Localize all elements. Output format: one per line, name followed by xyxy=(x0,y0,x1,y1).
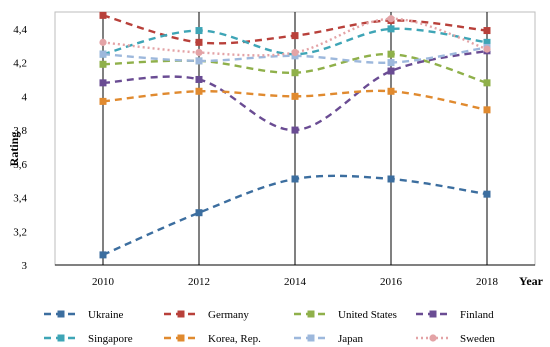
series-lines xyxy=(99,11,491,259)
data-point xyxy=(483,79,491,87)
data-point xyxy=(99,11,107,19)
legend-marker xyxy=(57,310,65,318)
legend-label: Germany xyxy=(208,309,249,321)
data-point xyxy=(483,38,491,46)
data-point xyxy=(99,97,107,105)
legend-item-sweden: Sweden xyxy=(416,333,495,345)
y-axis-title: Rating xyxy=(7,132,21,167)
x-tick-label: 2012 xyxy=(188,276,210,288)
legend-item-ukraine: Ukraine xyxy=(44,309,124,321)
legend-label: Japan xyxy=(338,333,364,345)
legend-marker xyxy=(429,334,437,342)
data-point xyxy=(387,59,395,67)
y-tick-label: 3,8 xyxy=(13,125,27,137)
legend-item-finland: Finland xyxy=(416,309,494,321)
data-point xyxy=(387,50,395,58)
y-axis-ticks: 3 3,2 3,4 3,6 3,8 4 4,2 4,4 xyxy=(13,24,27,272)
data-point xyxy=(291,69,299,77)
legend-marker xyxy=(177,334,185,342)
legend-item-united-states: United States xyxy=(294,309,397,321)
data-point xyxy=(387,87,395,95)
legend-label: Korea, Rep. xyxy=(208,333,261,345)
legend-marker xyxy=(429,310,437,318)
data-point xyxy=(99,251,107,259)
legend-item-germany: Germany xyxy=(164,309,249,321)
data-point xyxy=(291,175,299,183)
x-axis-title: Year xyxy=(519,274,544,288)
data-point xyxy=(387,15,395,23)
series-korea-rep xyxy=(99,87,491,114)
data-point xyxy=(291,32,299,40)
data-point xyxy=(291,126,299,134)
data-point xyxy=(195,57,203,65)
data-point xyxy=(195,38,203,46)
data-point xyxy=(291,92,299,100)
series-line-sweden xyxy=(102,17,488,57)
x-tick-label: 2016 xyxy=(380,276,403,288)
data-point xyxy=(291,48,299,57)
x-tick-label: 2010 xyxy=(92,276,115,288)
legend-label: United States xyxy=(338,309,397,321)
legend-marker xyxy=(307,334,315,342)
data-point xyxy=(99,50,107,58)
data-point xyxy=(483,27,491,35)
legend-item-japan: Japan xyxy=(294,333,364,345)
x-tick-label: 2018 xyxy=(476,276,499,288)
y-tick-label: 4,4 xyxy=(13,24,27,36)
data-point xyxy=(483,106,491,114)
data-point xyxy=(99,38,107,46)
y-tick-label: 4,2 xyxy=(13,58,27,70)
data-point xyxy=(195,75,203,83)
legend-item-singapore: Singapore xyxy=(44,333,133,345)
legend-label: Ukraine xyxy=(88,309,124,321)
legend-marker xyxy=(57,334,65,342)
legend-marker xyxy=(307,310,315,318)
legend-label: Finland xyxy=(460,309,494,321)
legend-label: Singapore xyxy=(88,333,133,345)
y-tick-label: 4 xyxy=(22,91,28,103)
legend-label: Sweden xyxy=(460,333,495,345)
data-point xyxy=(387,25,395,33)
data-point xyxy=(483,45,491,53)
y-tick-label: 3,2 xyxy=(13,226,27,238)
y-tick-label: 3 xyxy=(22,260,28,272)
legend: Ukraine Germany United States Finland Singap… xyxy=(44,309,495,345)
data-point xyxy=(99,60,107,68)
y-tick-label: 3,6 xyxy=(13,159,27,171)
x-axis-ticks: 2010 2012 2014 2016 2018 xyxy=(92,276,499,288)
y-tick-label: 3,4 xyxy=(13,193,27,205)
data-point xyxy=(387,175,395,183)
data-point xyxy=(195,27,203,35)
series-ukraine xyxy=(99,174,491,259)
legend-item-korea-rep: Korea, Rep. xyxy=(164,333,261,345)
data-point xyxy=(387,67,395,75)
data-point xyxy=(195,87,203,95)
data-point xyxy=(195,209,203,217)
x-tick-label: 2014 xyxy=(284,276,307,288)
data-point xyxy=(99,79,107,87)
data-point xyxy=(483,190,491,198)
series-sweden xyxy=(99,15,491,57)
data-point xyxy=(195,48,203,57)
legend-marker xyxy=(177,310,185,318)
